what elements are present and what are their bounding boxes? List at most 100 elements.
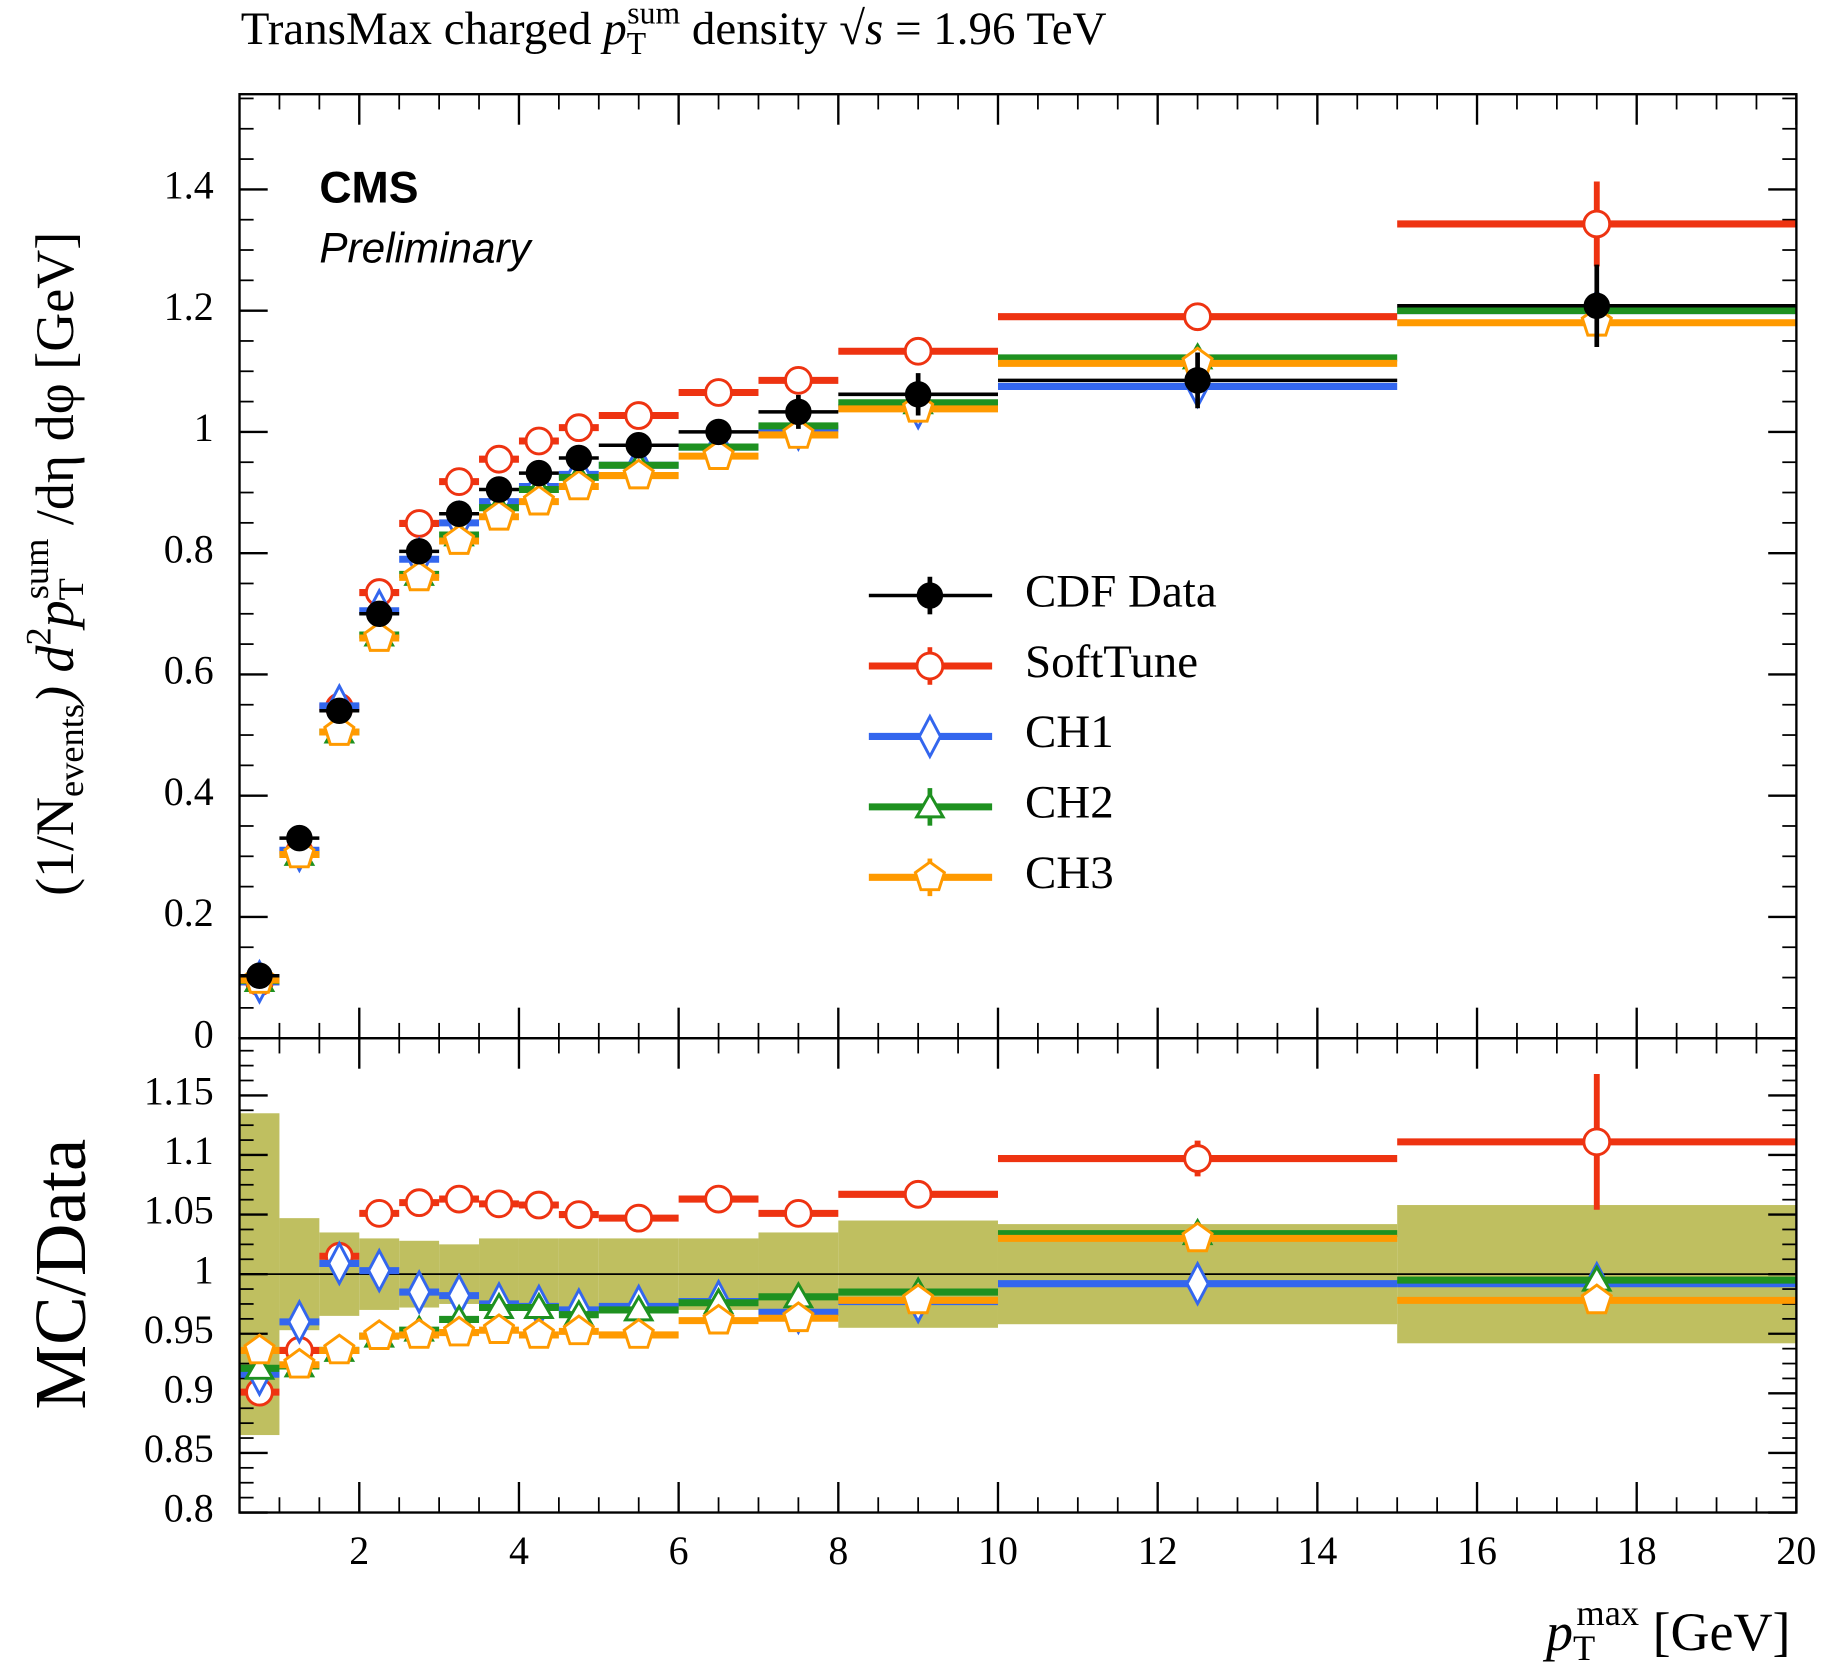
marker [366, 600, 393, 627]
marker [1582, 1127, 1612, 1157]
marker [482, 499, 516, 531]
marker [482, 1313, 516, 1344]
y-tick-label: 0.9 [164, 1367, 214, 1412]
x-tick-label: 18 [1617, 1528, 1657, 1573]
ratio-y-axis-label: MC/Data [20, 1139, 101, 1410]
y-tick-label: 0.95 [144, 1307, 214, 1352]
marker [1580, 1283, 1614, 1315]
marker [364, 1198, 394, 1228]
title-part: s [865, 3, 883, 55]
marker [362, 1319, 396, 1350]
marker [913, 860, 947, 892]
marker [1185, 1260, 1210, 1307]
y-tick-label: 0.8 [164, 1486, 214, 1531]
marker [327, 1240, 352, 1287]
title-part: density [692, 3, 828, 55]
y-tick-label: 0.4 [164, 769, 214, 814]
x-axis-label: pTmax [GeV] [1542, 1593, 1791, 1668]
marker [286, 824, 313, 852]
marker [704, 378, 733, 407]
marker [564, 1200, 594, 1229]
y-tick-label: 1.2 [164, 284, 214, 329]
y-tick-label: 0.85 [144, 1426, 214, 1471]
x-tick-label: 14 [1297, 1528, 1337, 1573]
title-part: TransMax charged [241, 3, 592, 55]
label-part: 2 [19, 627, 59, 645]
marker [484, 444, 514, 474]
x-tick-label: 2 [349, 1528, 369, 1573]
marker [564, 413, 594, 443]
marker [444, 1184, 474, 1214]
title-part: sum [627, 0, 680, 31]
marker [622, 458, 655, 490]
marker [1582, 209, 1612, 239]
marker [243, 1333, 276, 1365]
title-part: T [627, 27, 646, 62]
legend-label: CH3 [1025, 847, 1114, 899]
marker [445, 500, 473, 527]
marker [702, 1303, 735, 1335]
marker [525, 459, 553, 487]
marker [402, 1317, 436, 1349]
marker [522, 1317, 556, 1349]
marker [901, 1283, 935, 1315]
marker [1184, 367, 1211, 394]
label-part: [GeV] [1639, 1603, 1790, 1663]
marker [523, 1291, 555, 1319]
y-tick-label: 0.2 [164, 890, 214, 935]
marker [1583, 292, 1610, 320]
marker [1181, 1221, 1214, 1253]
marker [485, 476, 513, 503]
marker [444, 467, 474, 497]
y-tick-label: 1.05 [144, 1188, 214, 1233]
y-tick-label: 1 [194, 1247, 214, 1292]
marker [784, 1198, 813, 1228]
experiment-label: CMS [319, 163, 418, 212]
x-tick-label: 10 [978, 1528, 1018, 1573]
marker [903, 1179, 933, 1209]
marker [915, 651, 945, 681]
legend-label: SoftTune [1025, 636, 1198, 688]
marker [914, 791, 946, 819]
marker [904, 381, 932, 408]
marker [406, 1268, 432, 1316]
marker [246, 962, 273, 989]
marker [404, 1188, 434, 1218]
marker [916, 582, 944, 609]
marker [323, 714, 356, 746]
status-label: Preliminary [319, 225, 533, 272]
marker [405, 538, 433, 565]
marker [562, 1314, 596, 1346]
label-part: sum [16, 539, 56, 600]
x-tick-label: 4 [509, 1528, 529, 1573]
marker [624, 1203, 654, 1233]
marker [367, 1247, 392, 1294]
marker [782, 417, 815, 449]
marker [622, 1317, 655, 1349]
marker [484, 1189, 514, 1219]
legend-label: CH1 [1025, 706, 1114, 758]
marker [323, 1333, 356, 1365]
y-tick-label: 0 [194, 1011, 214, 1056]
y-tick-label: 1 [194, 405, 214, 450]
marker [362, 620, 396, 652]
plot-frame [238, 1037, 1798, 1514]
label-part: max [1576, 1593, 1639, 1633]
label-part: T [51, 578, 91, 600]
label-part: p [25, 600, 85, 631]
marker [784, 365, 813, 395]
marker [782, 1301, 815, 1333]
marker [442, 1315, 476, 1347]
chart-title: TransMax charged pTsum density √s = 1.96… [241, 0, 1107, 62]
marker [243, 1352, 276, 1380]
marker [565, 444, 593, 472]
y-tick-label: 0.6 [164, 648, 214, 693]
y-tick-label: 1.1 [164, 1128, 214, 1173]
marker [522, 484, 556, 516]
legend-label: CDF Data [1025, 565, 1217, 617]
label-part: p [1542, 1603, 1573, 1663]
title-part: p [600, 3, 626, 55]
marker [524, 426, 554, 456]
label-part: T [1573, 1629, 1595, 1669]
